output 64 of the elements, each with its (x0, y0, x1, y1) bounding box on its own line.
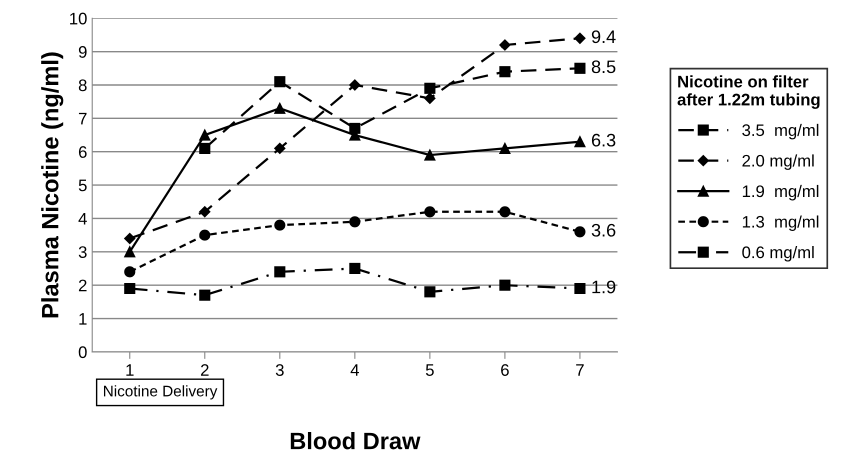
x-axis-title: Blood Draw (290, 432, 420, 450)
point (199, 129, 210, 141)
point (424, 150, 436, 161)
point (424, 286, 436, 298)
x-tick-label: 2 (200, 364, 209, 376)
y-tick-label: 0 (78, 346, 87, 358)
y-tick-label: 4 (78, 213, 87, 224)
point (574, 226, 586, 238)
y-tick-label: 8 (78, 79, 87, 92)
point (199, 206, 210, 218)
x-tick-label: 1 (126, 364, 134, 376)
y-tick-label: 9 (78, 46, 87, 58)
data-label: 9.4 (592, 30, 616, 44)
point (124, 282, 136, 294)
x-tick-label: 5 (426, 364, 434, 376)
point (124, 246, 136, 258)
data-label: 8.5 (592, 60, 616, 74)
point (574, 282, 586, 294)
point (349, 79, 360, 91)
data-label: 6.3 (592, 134, 616, 147)
legend-label: 1.3 mg/ml (742, 215, 818, 231)
y-tick-label: 1 (79, 313, 87, 325)
legend-label: 3.5 mg/ml (742, 124, 818, 140)
point (499, 206, 510, 218)
point (274, 76, 286, 88)
y-tick-label: 5 (78, 180, 87, 192)
point (574, 32, 586, 44)
point (499, 142, 510, 154)
point (574, 136, 586, 148)
point (499, 66, 510, 78)
legend-label: 2.0 mg/ml (742, 154, 814, 170)
point (274, 266, 286, 278)
y-tick-label: 10 (70, 12, 87, 24)
legend-label: 1.9 mg/ml (742, 184, 818, 200)
y-tick-label: 3 (78, 246, 87, 258)
point (124, 266, 136, 278)
y-tick-label: 2 (78, 280, 87, 292)
x-tick-label: 4 (350, 364, 359, 376)
legend-title: Nicotine on filter after 1.22m tubing (678, 75, 820, 109)
point (499, 280, 510, 291)
point (274, 220, 286, 231)
text: Nicotine Delivery (104, 385, 218, 400)
point (199, 230, 210, 241)
point (349, 216, 360, 228)
point (424, 92, 436, 104)
data-label: 3.6 (592, 224, 616, 237)
point (199, 290, 210, 301)
point (424, 206, 436, 218)
x-tick-label: 3 (276, 364, 284, 376)
y-tick-label: 7 (78, 112, 87, 124)
y-axis-title: Plasma Nicotine (ng/ml) (41, 52, 64, 318)
point (574, 62, 586, 74)
point (274, 142, 286, 154)
legend-label: 0.6 mg/ml (742, 246, 814, 262)
y-tick-label: 6 (78, 146, 87, 158)
x-tick-label: 6 (501, 364, 509, 376)
data-label: 1.9 (592, 280, 616, 294)
point (499, 39, 511, 51)
point (124, 232, 136, 244)
x-tick-label: 7 (576, 364, 584, 376)
point (199, 142, 210, 154)
point (274, 102, 286, 114)
point (424, 82, 436, 94)
point (349, 262, 360, 274)
